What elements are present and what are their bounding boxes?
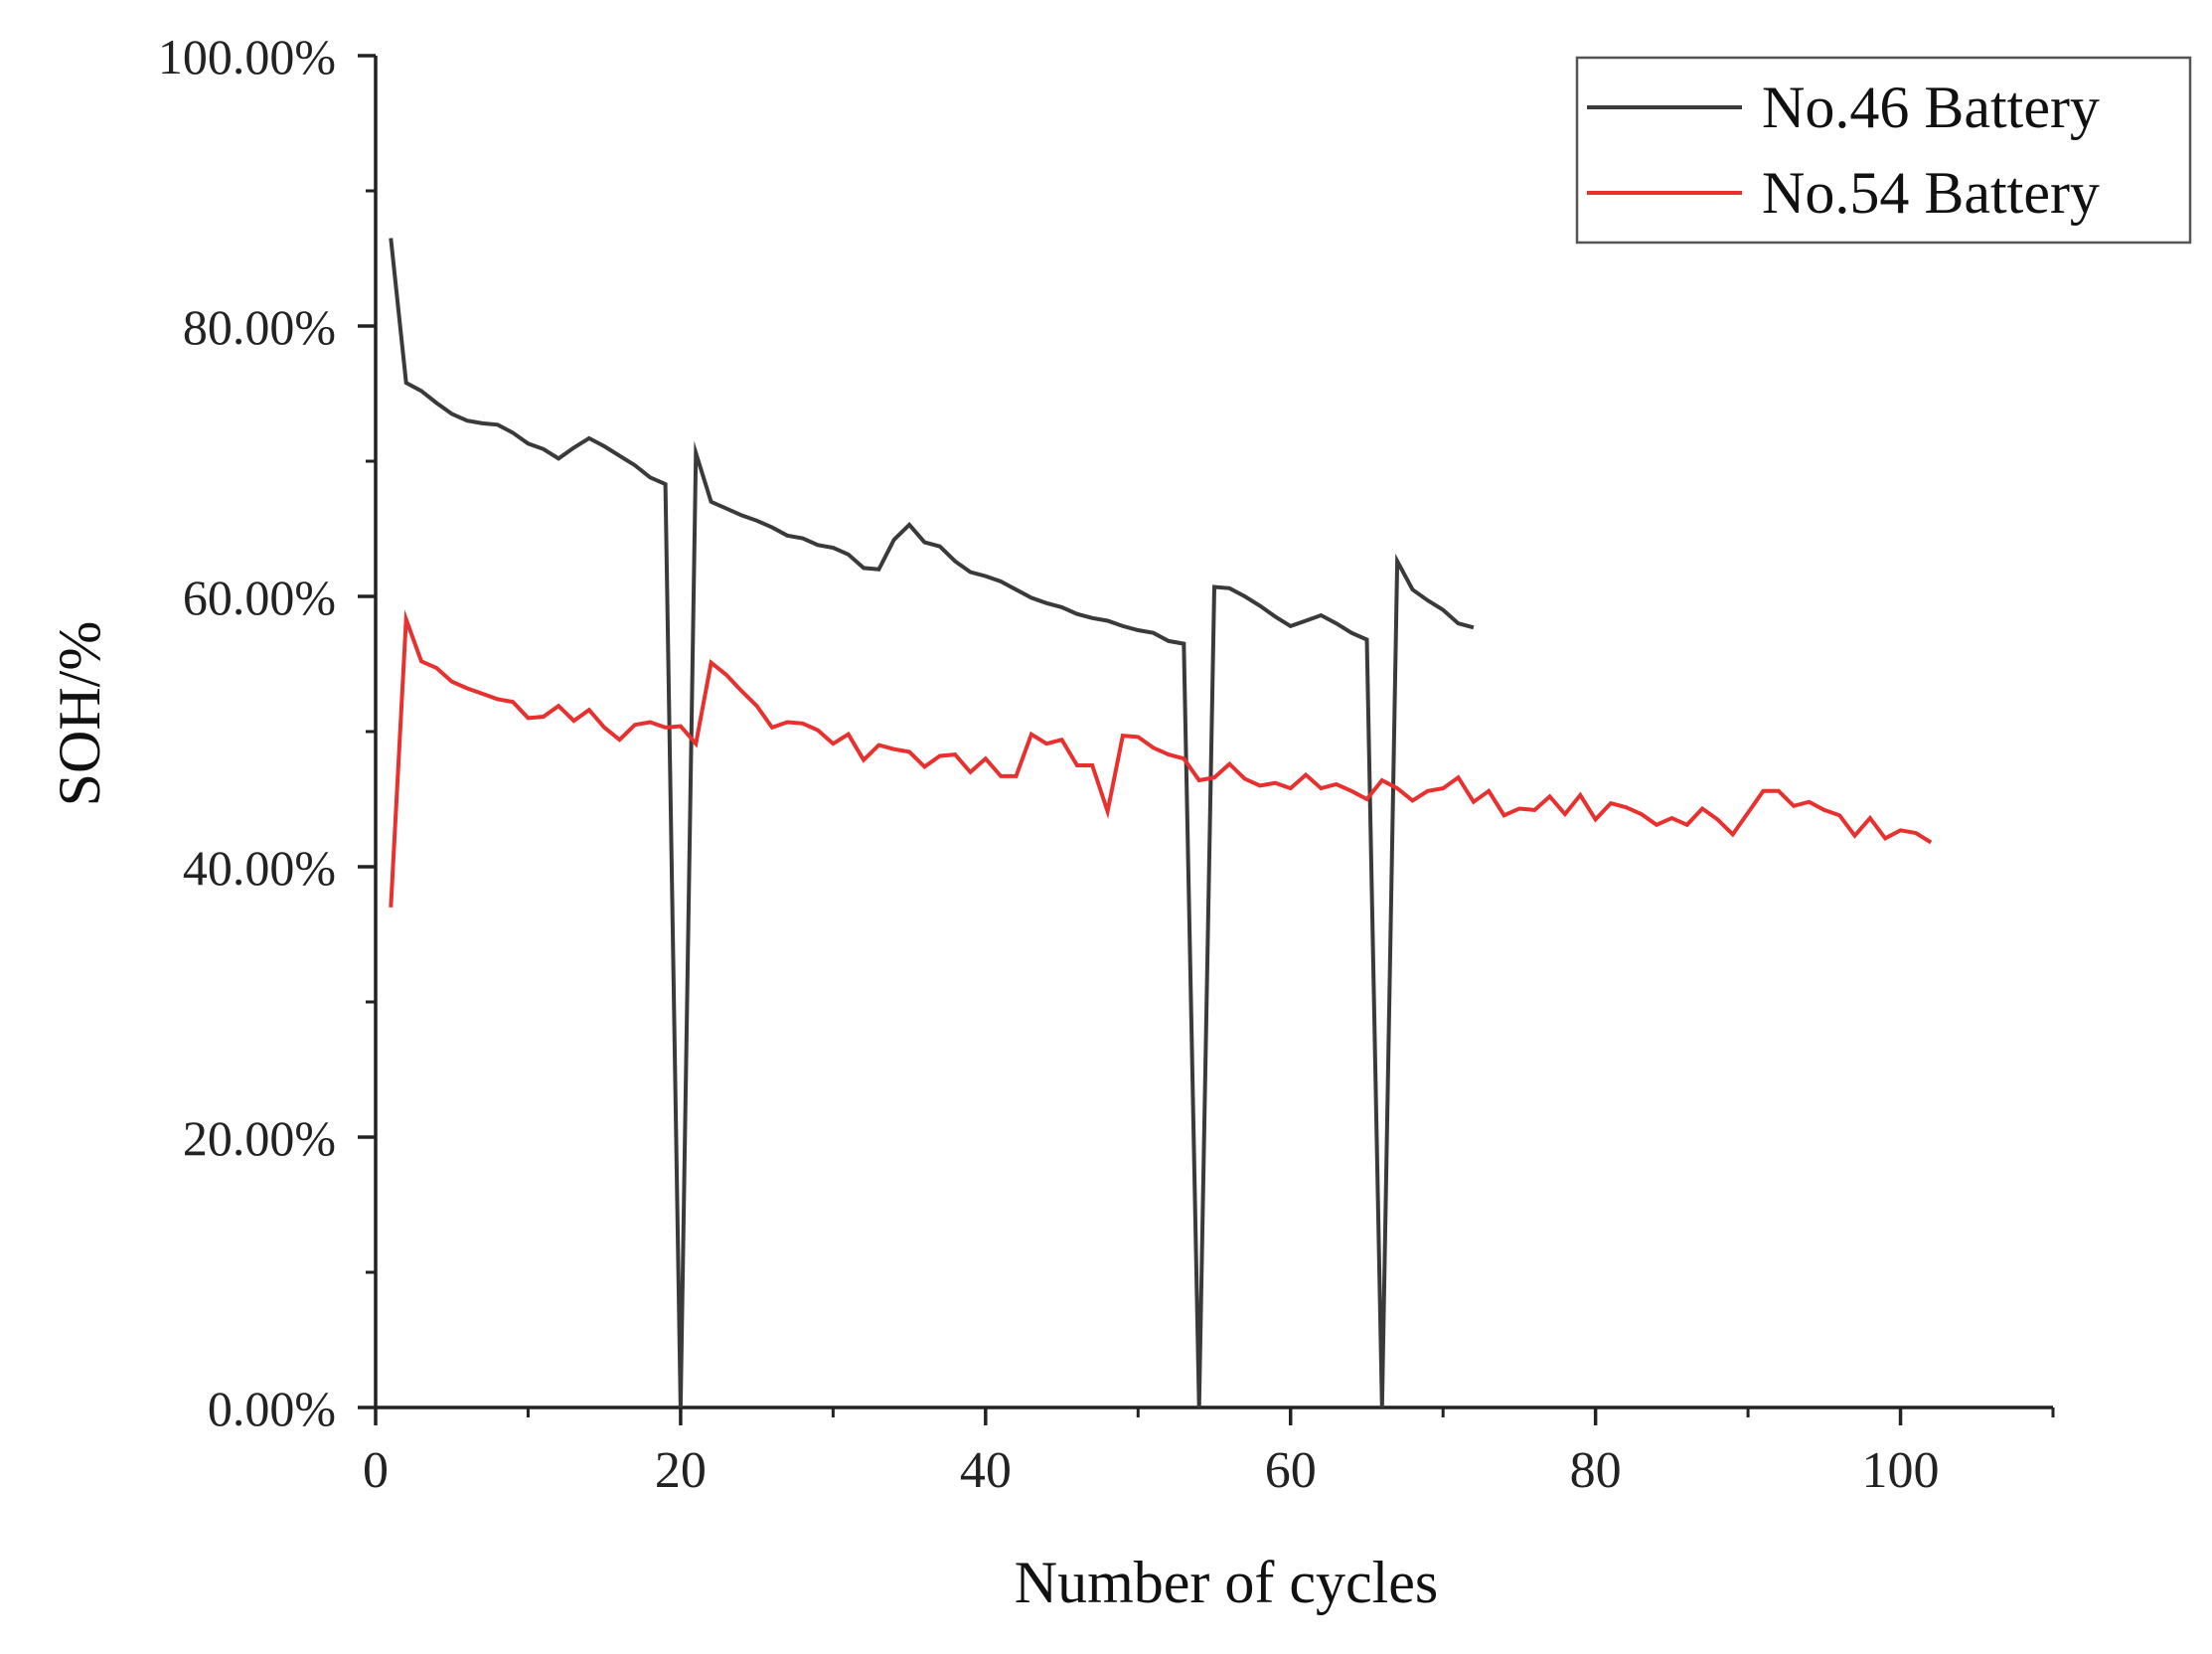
series-line-2 xyxy=(389,609,1933,908)
y-tick-label: 40.00% xyxy=(183,840,336,896)
series-line-1 xyxy=(389,238,1475,1408)
y-tick-label: 0.00% xyxy=(208,1381,336,1436)
y-tick-label: 60.00% xyxy=(183,570,336,625)
y-tick-label: 80.00% xyxy=(183,299,336,355)
x-tick-label: 20 xyxy=(655,1442,707,1499)
legend: No.46 Battery No.54 Battery xyxy=(1575,56,2192,245)
x-tick-label: 100 xyxy=(1862,1442,1940,1499)
legend-label: No.46 Battery xyxy=(1762,75,2100,140)
y-tick-label: 20.00% xyxy=(183,1110,336,1166)
x-tick-label: 0 xyxy=(363,1442,389,1499)
y-axis-title: SOH/% xyxy=(47,621,112,807)
x-axis-title: Number of cycles xyxy=(1015,1550,1439,1615)
y-tick-label: 100.00% xyxy=(158,29,336,84)
legend-label: No.54 Battery xyxy=(1762,160,2100,226)
legend-box xyxy=(1575,56,2192,245)
axes-layer: 0.00% 20.00% 40.00% 60.00% 80.00% 100.00% 0 20 4… xyxy=(158,29,2055,1499)
x-tick-label: 60 xyxy=(1265,1442,1317,1499)
series-layer xyxy=(389,238,1933,1408)
x-tick-label: 40 xyxy=(960,1442,1012,1499)
x-tick-label: 80 xyxy=(1570,1442,1622,1499)
